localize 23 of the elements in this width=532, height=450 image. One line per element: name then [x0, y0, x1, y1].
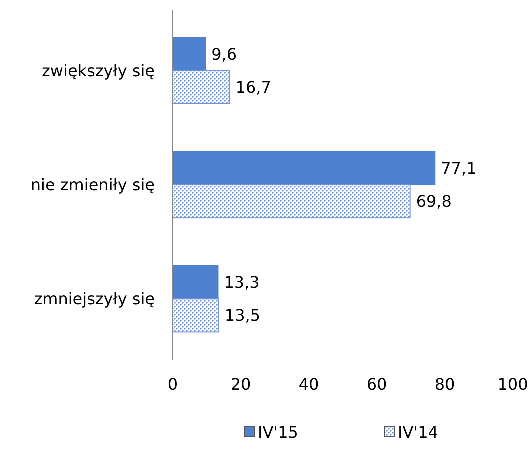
- data-label: 16,7: [236, 78, 272, 98]
- x-tick-label: 100: [498, 375, 528, 394]
- data-label: 69,8: [416, 192, 452, 212]
- bar: [172, 184, 411, 219]
- x-tick-label: 20: [230, 375, 252, 394]
- data-label: 13,3: [224, 273, 260, 292]
- bar: [172, 70, 230, 104]
- y-tick-label: zmniejszyły się: [34, 290, 155, 309]
- bar: [172, 151, 436, 186]
- data-label: 13,5: [224, 306, 261, 326]
- bar: [172, 266, 219, 300]
- bar: [172, 37, 206, 72]
- legend-label: IV'14: [398, 423, 438, 442]
- bar: [172, 298, 220, 333]
- y-tick-label: zwiększyły się: [42, 62, 155, 81]
- x-tick-label: 80: [434, 375, 456, 394]
- legend-label: IV'15: [258, 423, 298, 442]
- x-tick-label: 0: [168, 375, 178, 394]
- x-tick-label: 40: [298, 375, 320, 394]
- x-tick-label: 60: [366, 375, 388, 394]
- y-tick-label: nie zmieniły się: [30, 176, 155, 195]
- data-label: 9,6: [212, 44, 238, 64]
- data-label: 77,1: [441, 159, 477, 178]
